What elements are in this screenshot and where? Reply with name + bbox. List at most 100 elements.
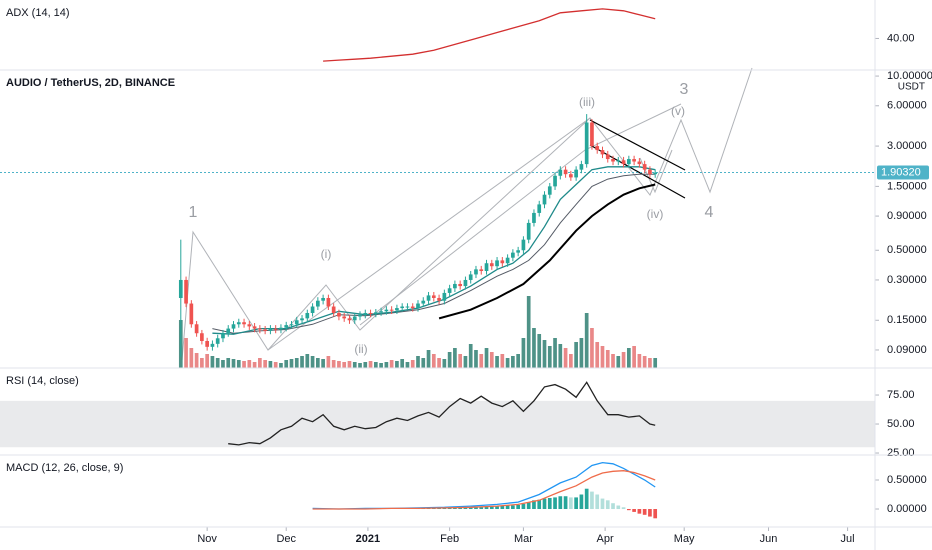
series-line xyxy=(438,183,656,320)
volume-bar xyxy=(184,338,188,368)
volume-bar xyxy=(542,340,547,368)
x-tick-label: May xyxy=(674,533,695,545)
volume-bar xyxy=(442,359,447,368)
volume-bar xyxy=(337,361,341,368)
histogram-bar xyxy=(447,507,452,510)
candle-body xyxy=(184,279,188,304)
volume-bar xyxy=(321,359,325,368)
volume-bar xyxy=(226,358,231,368)
candle-body xyxy=(574,169,578,178)
candle-body xyxy=(642,164,647,170)
volume-bar xyxy=(521,338,526,368)
volume-bar xyxy=(236,360,241,368)
volume-bar xyxy=(584,313,589,368)
candle-body xyxy=(294,320,299,325)
volume-bar xyxy=(205,354,209,368)
volume-bar xyxy=(416,356,420,368)
volume-bar xyxy=(331,360,336,368)
histogram-bar xyxy=(468,507,473,510)
candle-body xyxy=(489,263,494,267)
y-tick-label: 3.00000 xyxy=(887,140,927,152)
volume-bar xyxy=(379,363,383,368)
candle-body xyxy=(426,295,431,301)
wave-guide xyxy=(267,117,591,351)
volume-bar xyxy=(347,361,352,368)
histogram-bar xyxy=(626,509,631,511)
x-tick-label: Jul xyxy=(841,533,855,545)
candle-body xyxy=(526,222,531,240)
candle-body xyxy=(231,324,236,329)
histogram-bar xyxy=(595,494,600,510)
volume-bar xyxy=(648,358,652,368)
volume-bar xyxy=(621,352,626,368)
candle-body xyxy=(453,283,457,289)
volume-bar xyxy=(215,358,220,368)
pane-title: AUDIO / TetherUS, 2D, BINANCE xyxy=(6,77,175,89)
y-tick-label: 25.00 xyxy=(887,447,915,459)
volume-bar xyxy=(569,354,573,368)
volume-bar xyxy=(637,354,642,368)
volume-bar xyxy=(368,361,373,368)
histogram-bar xyxy=(632,509,636,512)
volume-bar xyxy=(437,358,441,368)
histogram-bar xyxy=(605,500,610,510)
candle-body xyxy=(511,252,515,258)
volume-bar xyxy=(511,356,515,368)
histogram-bar xyxy=(500,505,505,510)
histogram-bar xyxy=(584,488,589,510)
candle-body xyxy=(194,324,199,334)
candle-body xyxy=(537,204,542,213)
y-tick-label: 0.09000 xyxy=(887,344,927,356)
histogram-bar xyxy=(516,504,520,510)
y-tick-label: 75.00 xyxy=(887,389,915,401)
volume-bar xyxy=(611,354,615,368)
candle-body xyxy=(563,169,568,175)
volume-bar xyxy=(210,356,215,368)
candle-body xyxy=(395,308,399,311)
x-tick-label: Mar xyxy=(514,533,533,545)
histogram-bar xyxy=(511,505,515,510)
volume-bar xyxy=(590,328,594,368)
candle-body xyxy=(484,263,489,271)
candle-body xyxy=(468,274,473,280)
candle-body xyxy=(300,318,304,321)
wave-label: 1 xyxy=(189,204,198,221)
wave-label: 4 xyxy=(705,204,714,221)
candle-body xyxy=(605,154,610,160)
histogram-bar xyxy=(547,497,552,510)
volume-bar xyxy=(421,358,426,368)
candle-body xyxy=(379,311,383,313)
histogram-bar xyxy=(532,500,536,510)
histogram-bar xyxy=(569,497,573,510)
volume-bar xyxy=(342,362,347,368)
channel xyxy=(589,119,686,199)
rsi-band xyxy=(0,400,875,448)
histogram-bar xyxy=(474,507,478,510)
candle-body xyxy=(516,250,520,253)
volume-bar xyxy=(258,358,262,368)
volume-bar xyxy=(410,360,415,368)
candle-body xyxy=(189,303,194,325)
candle-body xyxy=(337,312,341,317)
wave-label: (i) xyxy=(321,247,332,261)
histogram-bar xyxy=(642,509,647,515)
y-tick-label: 0.50000 xyxy=(887,474,927,486)
volume-bar xyxy=(247,360,252,368)
histogram-bar xyxy=(579,494,584,510)
candle-body xyxy=(463,279,468,287)
volume-bar xyxy=(468,344,473,368)
histogram-bar xyxy=(537,499,542,510)
volume-bar xyxy=(395,361,399,368)
y-tick-label: 0.90000 xyxy=(887,210,927,222)
volume-bar xyxy=(200,358,204,368)
pane-title: MACD (12, 26, close, 9) xyxy=(6,462,123,474)
histogram-bar xyxy=(637,509,642,514)
volume-bar xyxy=(532,328,536,368)
volume-bar xyxy=(389,360,394,368)
volume-bar xyxy=(463,356,468,368)
volume-bar xyxy=(453,348,457,368)
x-tick-label: Apr xyxy=(597,533,614,545)
volume-bar xyxy=(242,361,246,368)
volume-bar xyxy=(273,362,278,368)
